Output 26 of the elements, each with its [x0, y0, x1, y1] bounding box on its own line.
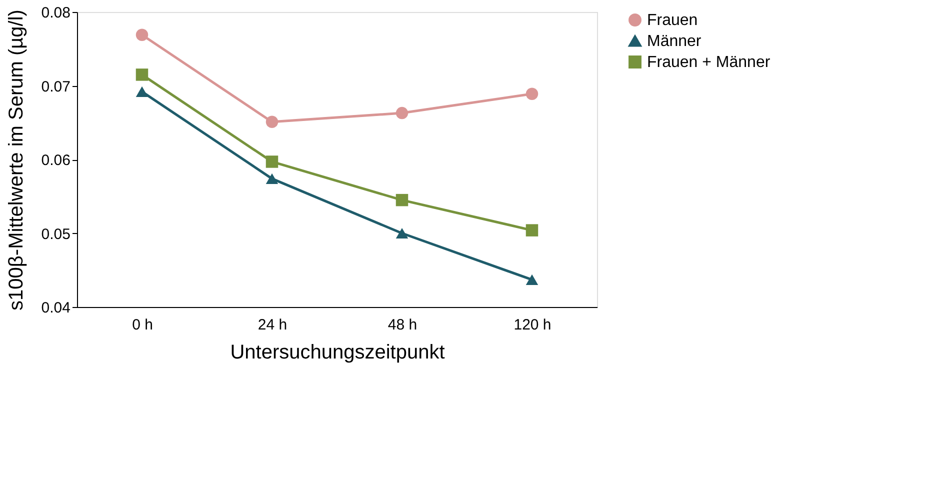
- legend-label: Frauen + Männer: [647, 54, 771, 71]
- y-tick-label: 0.05: [41, 226, 70, 243]
- x-axis-title: Untersuchungszeitpunkt: [230, 342, 446, 364]
- legend-label: Frauen: [647, 12, 698, 29]
- point: [526, 274, 538, 286]
- y-tick-label: 0.06: [41, 152, 70, 169]
- point: [396, 106, 408, 120]
- point: [396, 228, 408, 239]
- x-tick-label: 120 h: [514, 316, 552, 334]
- x-tick-label: 0 h: [132, 316, 153, 334]
- point: [266, 173, 278, 184]
- point: [526, 224, 538, 236]
- point: [136, 86, 148, 97]
- point: [136, 68, 148, 81]
- legend-label: Männer: [647, 33, 702, 50]
- y-tick-label: 0.08: [41, 4, 70, 22]
- x-tick-label: 24 h: [258, 316, 288, 334]
- x-tick-label: 48 h: [388, 316, 418, 334]
- y-axis-title: s100β-Mittelwerte im Serum (µg/l): [5, 10, 28, 310]
- point: [136, 28, 148, 41]
- y-tick-label: 0.07: [41, 78, 70, 96]
- point: [266, 156, 278, 168]
- point: [396, 194, 408, 206]
- point: [526, 88, 538, 100]
- point: [266, 116, 278, 128]
- y-tick-label: 0.04: [41, 300, 70, 316]
